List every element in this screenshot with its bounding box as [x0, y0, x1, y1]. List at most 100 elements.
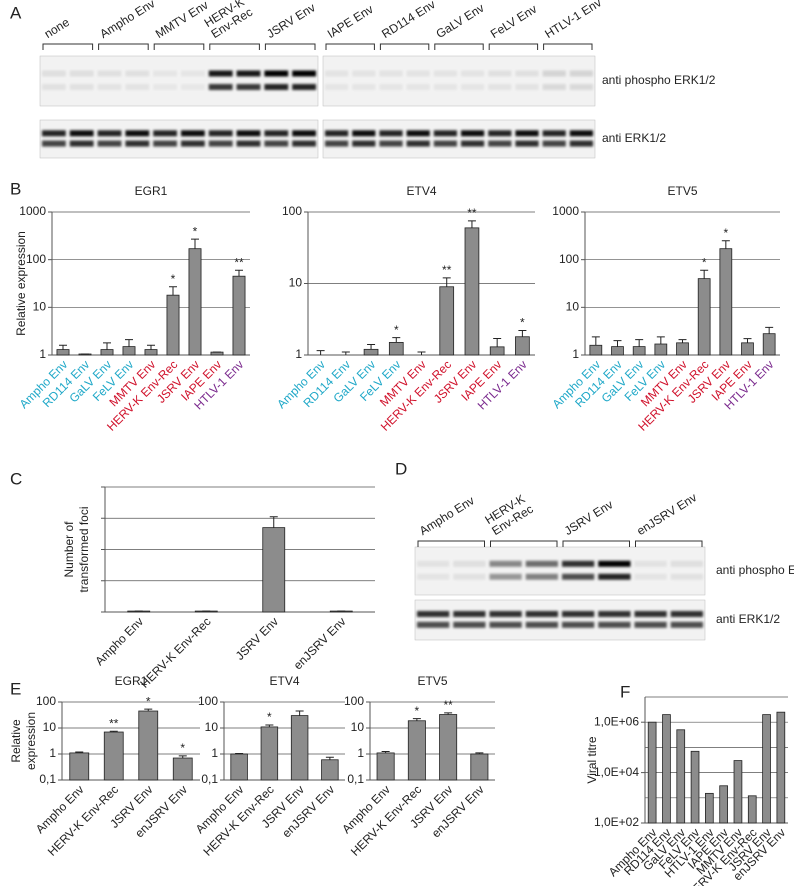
bar [470, 753, 489, 781]
error-bar [635, 339, 644, 347]
blot-band [542, 130, 566, 137]
blot-band [461, 140, 485, 147]
error-bar [178, 755, 187, 759]
blot-band [461, 70, 485, 77]
blot-band [515, 140, 539, 147]
y-tick-label: 100 [344, 694, 364, 708]
y-tick-label: 100 [559, 252, 579, 266]
blot-band [562, 560, 595, 567]
significance-mark: ** [109, 716, 119, 730]
blot-band [325, 84, 349, 90]
chart-title: ETV5 [417, 674, 447, 688]
blot-band [562, 611, 595, 617]
error-bar [656, 336, 665, 345]
blot-band [264, 70, 289, 77]
blot-band [670, 611, 703, 617]
bar [464, 227, 480, 356]
blot-band [670, 621, 703, 628]
bar [489, 346, 505, 356]
blot-band [42, 140, 66, 147]
blot-band [208, 84, 233, 90]
row-label: anti ERK1/2 [716, 612, 780, 626]
blot-band [598, 611, 631, 617]
y-tick-label: 1 [572, 347, 579, 361]
blot-band [352, 140, 376, 147]
blot-band [542, 70, 566, 77]
error-bar [518, 330, 527, 337]
lane-label: JSRV Env [562, 497, 616, 538]
blot-background [322, 119, 596, 159]
significance-mark: ** [467, 206, 477, 220]
blot-band [542, 140, 566, 147]
blot-band [236, 140, 261, 147]
chart-title: EGR1 [115, 674, 148, 688]
lane-label-line: enJSRV Env [634, 490, 699, 538]
error-bar [381, 750, 390, 753]
blot-band [69, 140, 94, 147]
lane-label: FeLV Env [488, 2, 539, 41]
significance-mark: * [415, 704, 420, 718]
bar [589, 344, 603, 356]
blot-band [417, 611, 450, 617]
blot-band [489, 611, 522, 617]
x-tick-label: enJSRV Env [291, 614, 349, 672]
blot-band [153, 70, 177, 77]
y-tick-label: 1 [39, 347, 46, 361]
bar [144, 349, 158, 356]
x-tick-label: JSRV Env [233, 614, 281, 662]
error-bar [417, 351, 426, 355]
lane-label-line: JSRV Env [264, 0, 318, 41]
blot-band [461, 130, 485, 137]
error-bar [269, 516, 278, 528]
bar [690, 750, 700, 824]
significance-mark: * [267, 710, 272, 724]
y-axis-label: Relative [9, 719, 23, 763]
y-tick-label: 0,1 [347, 772, 364, 786]
blot-band [42, 130, 66, 137]
blot-band [515, 130, 539, 137]
blot-band [236, 84, 261, 90]
blot-background [39, 119, 319, 159]
lane-bracket [209, 43, 260, 50]
blot-band [453, 573, 486, 580]
blot-band [236, 70, 261, 77]
blot-band [515, 70, 539, 77]
lane-label: enJSRV Env [634, 490, 699, 538]
lane-bracket [543, 43, 593, 50]
blot-band [292, 140, 316, 147]
y-axis-label: Viral titre [585, 736, 599, 783]
lane-bracket [379, 43, 430, 50]
bar [697, 278, 711, 356]
blot-band [379, 140, 403, 147]
chart-title: ETV4 [269, 674, 299, 688]
blot-band [181, 130, 205, 137]
bar [654, 343, 668, 356]
blot-band [125, 70, 150, 77]
bar [719, 785, 728, 824]
blot-band [97, 140, 122, 147]
y-tick-label: 100 [26, 252, 46, 266]
blot-band [670, 560, 703, 567]
bar [719, 248, 733, 356]
lane-label: Ampho Env [97, 0, 157, 41]
error-bar [493, 338, 502, 347]
blot-band [634, 611, 667, 617]
bar [262, 527, 286, 613]
significance-mark: * [723, 226, 728, 240]
blot-band [264, 130, 289, 137]
bar [647, 721, 657, 824]
bar [407, 720, 426, 781]
panel-label: A [10, 3, 22, 22]
lane-label-line: GaLV Env [434, 1, 487, 41]
lane-label-line: IAPE Env [325, 2, 376, 41]
blot-band [525, 573, 558, 580]
significance-mark: * [146, 694, 151, 708]
blot-band [352, 130, 376, 137]
lane-bracket [635, 540, 703, 547]
error-bar [765, 326, 774, 334]
blot-band [153, 130, 177, 137]
lane-bracket [417, 540, 485, 547]
blot-band [453, 621, 486, 628]
panel-label: F [620, 682, 630, 701]
